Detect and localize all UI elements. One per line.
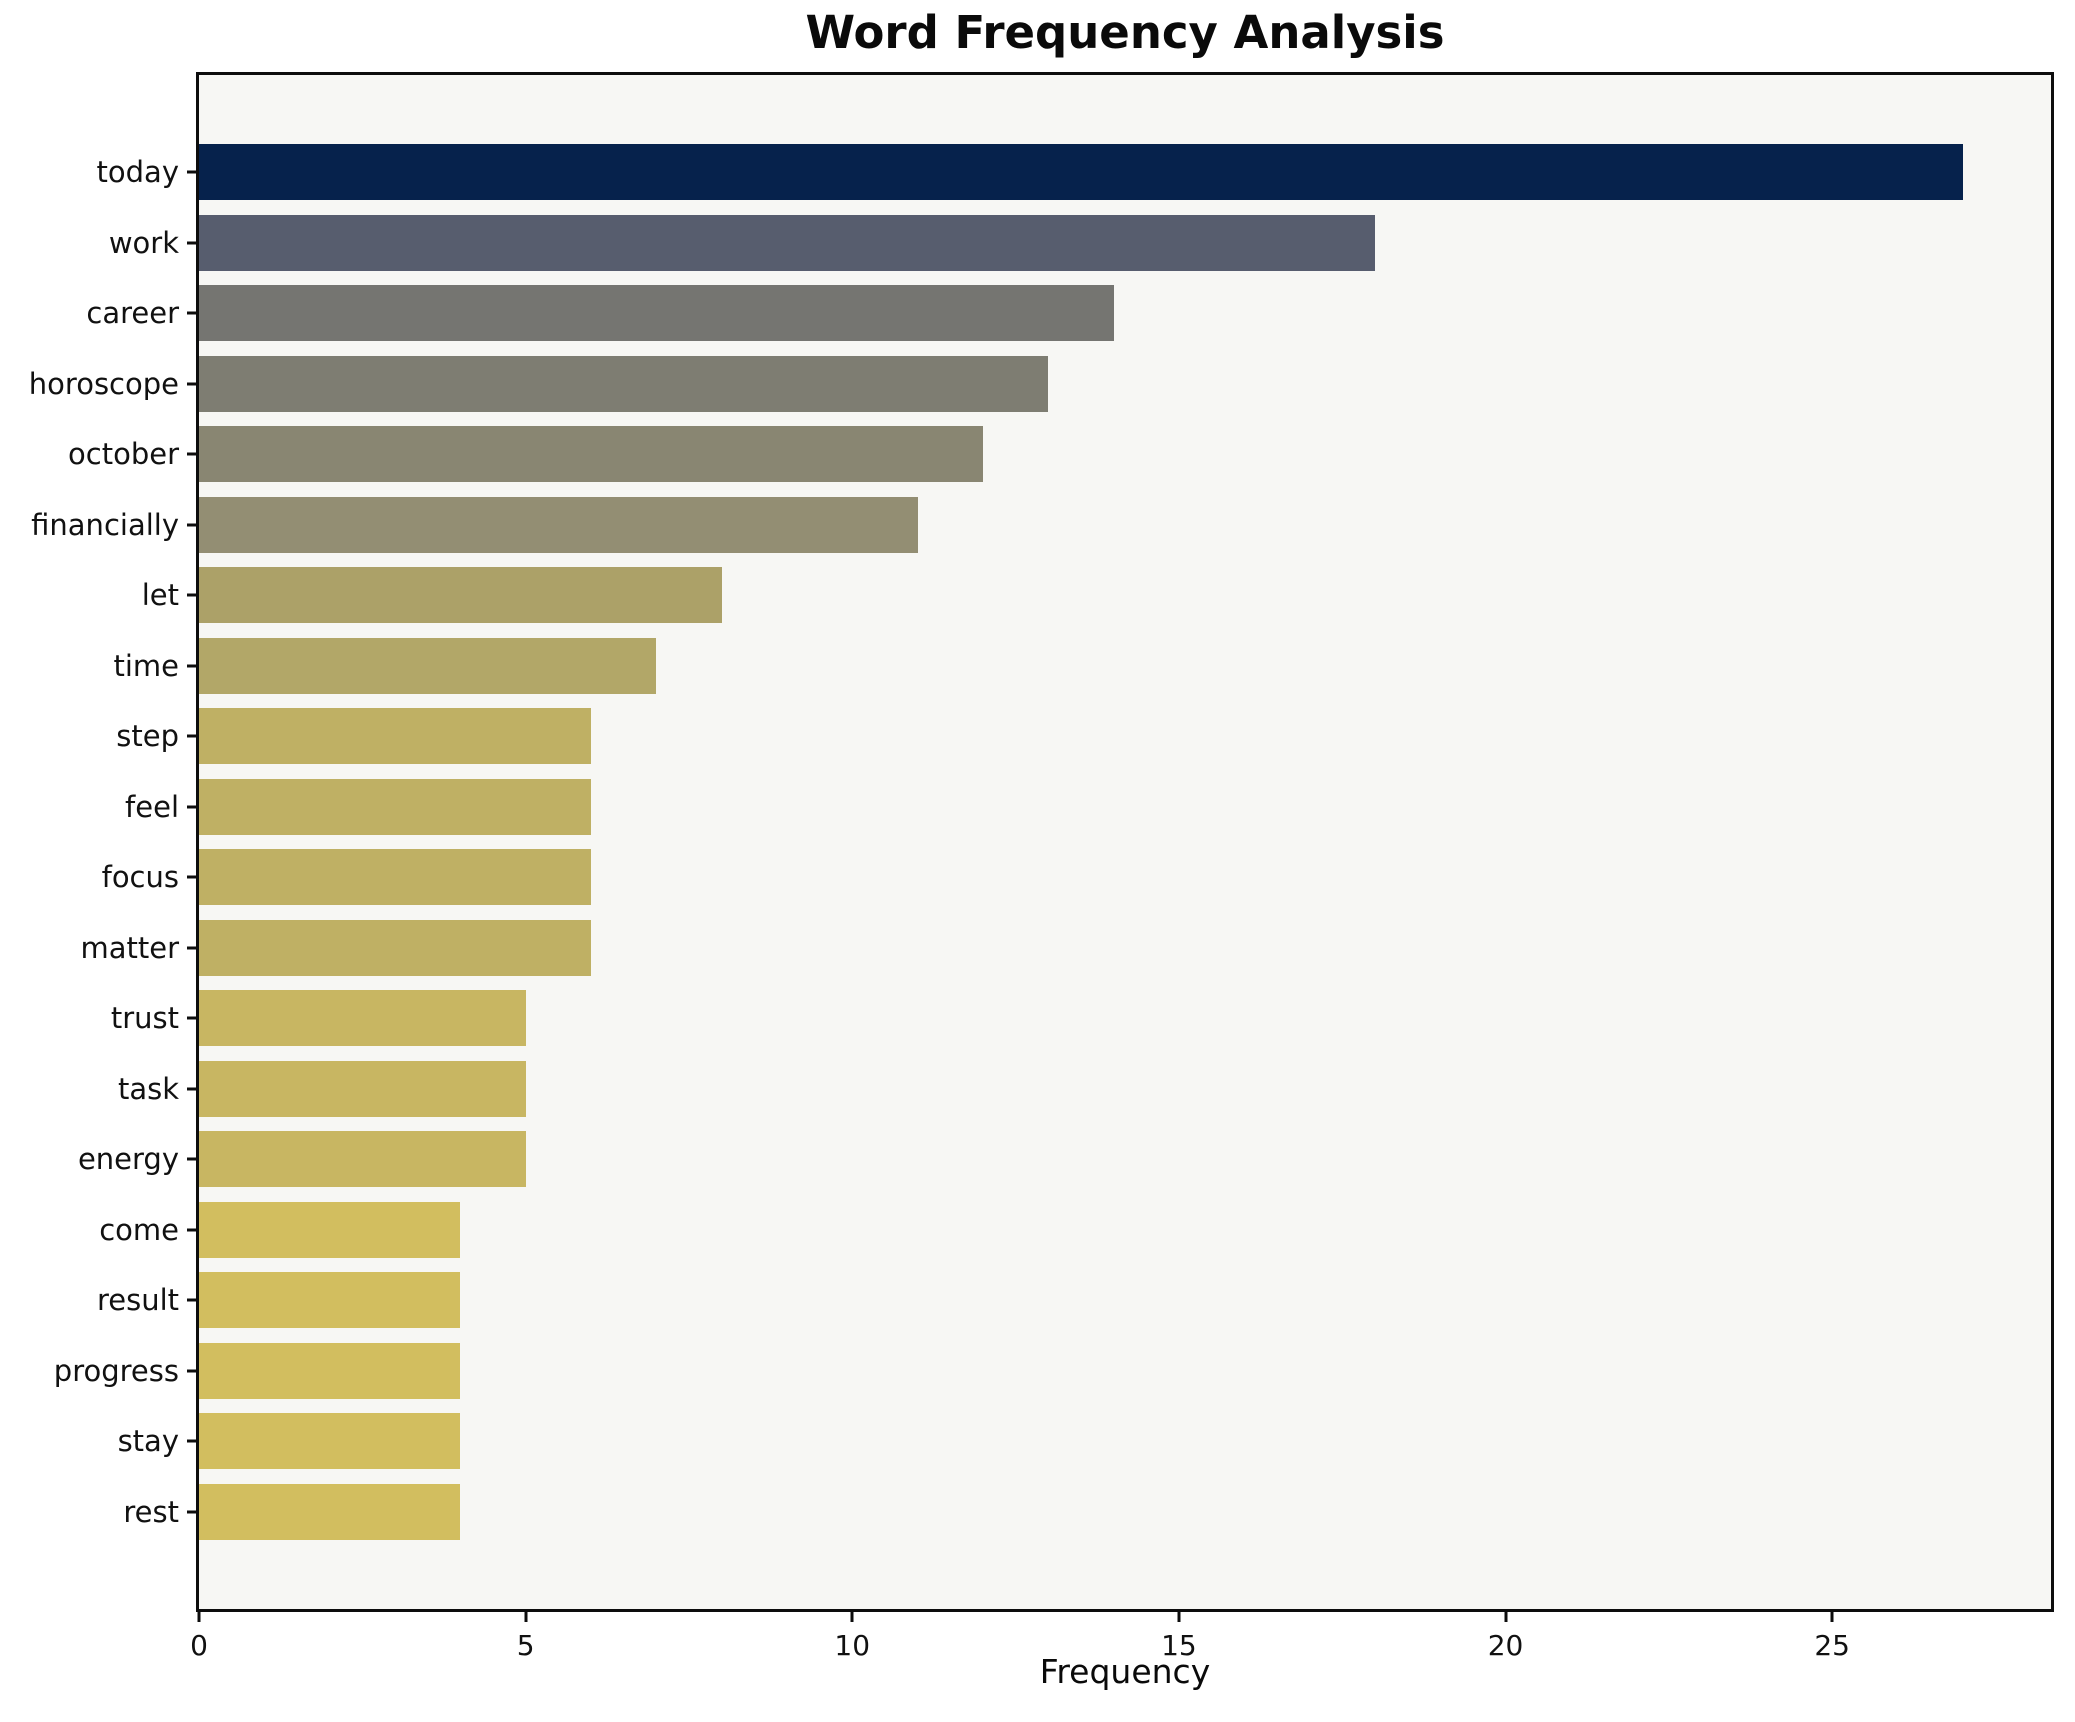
y-axis-label: trust <box>110 1001 179 1036</box>
bar-come <box>199 1201 461 1258</box>
y-axis-label: focus <box>101 860 179 895</box>
y-axis-label: energy <box>77 1142 179 1177</box>
y-axis-tick <box>187 593 198 597</box>
x-axis-tick <box>197 1609 201 1622</box>
bar-row: work <box>109 214 2051 271</box>
y-axis-label: result <box>96 1283 179 1318</box>
bar-career <box>199 285 1114 342</box>
y-axis-label: career <box>86 296 179 331</box>
y-axis-label: let <box>141 578 179 613</box>
bar-step <box>199 708 591 765</box>
y-axis-label: progress <box>53 1353 179 1388</box>
y-axis-label: step <box>116 719 179 754</box>
bar-progress <box>199 1342 461 1399</box>
bar-row: financially <box>31 496 2051 553</box>
x-axis-label: Frequency <box>1039 1652 1211 1691</box>
y-axis-label: matter <box>80 930 179 965</box>
x-tick-label: 25 <box>1814 1629 1850 1662</box>
bar-result <box>199 1272 461 1329</box>
y-axis-label: horoscope <box>28 366 179 401</box>
bar-row: energy <box>78 1131 2051 1188</box>
y-axis-tick <box>187 1298 198 1302</box>
bars-area: today work career horoscope october financial… <box>29 144 2051 1540</box>
bar-today <box>199 144 1963 200</box>
bar-october <box>199 426 983 483</box>
bar-row: focus <box>102 849 2051 906</box>
y-axis-tick <box>187 805 198 809</box>
bar-financially <box>199 496 918 553</box>
x-tick-label: 0 <box>190 1629 208 1662</box>
y-axis-tick <box>187 1439 198 1443</box>
y-axis-tick <box>187 241 198 245</box>
y-axis-label: time <box>113 648 179 683</box>
y-axis-label: rest <box>123 1494 179 1529</box>
x-axis-tick <box>1177 1609 1181 1622</box>
bar-row: horoscope <box>29 355 2051 412</box>
y-axis-tick <box>187 1087 198 1091</box>
bar-row: matter <box>80 919 2051 976</box>
y-axis-label: work <box>108 225 179 260</box>
bar-row: task <box>118 1060 2051 1117</box>
y-axis-label: stay <box>117 1424 179 1459</box>
bar-rest <box>199 1483 461 1540</box>
x-tick-label: 15 <box>1161 1629 1197 1662</box>
bar-work <box>199 214 1375 271</box>
y-axis-tick <box>187 311 198 315</box>
bar-row: come <box>99 1201 2051 1258</box>
y-axis-tick <box>187 664 198 668</box>
bar-row: progress <box>54 1342 2051 1399</box>
x-tick-label: 5 <box>516 1629 535 1662</box>
y-axis-tick <box>187 875 198 879</box>
bar-horoscope <box>199 355 1049 412</box>
bar-let <box>199 567 722 624</box>
x-tick-label: 10 <box>834 1629 871 1662</box>
x-axis-tick <box>524 1609 528 1622</box>
y-axis-tick <box>187 1228 198 1232</box>
bar-time <box>199 637 657 694</box>
bar-row: stay <box>118 1413 2051 1470</box>
bar-row: result <box>97 1272 2051 1329</box>
bar-row: career <box>86 285 2051 342</box>
bar-row: let <box>142 567 2051 624</box>
chart-title: Word Frequency Analysis <box>805 6 1445 59</box>
y-axis-tick <box>187 946 198 950</box>
y-axis-tick <box>187 1157 198 1161</box>
y-axis-tick <box>187 1369 198 1373</box>
bar-feel <box>199 778 591 835</box>
y-axis-tick <box>187 1016 198 1020</box>
y-axis-label: october <box>68 437 179 472</box>
bar-row: step <box>116 708 2051 765</box>
bar-stay <box>199 1413 461 1470</box>
y-axis-tick <box>187 382 198 386</box>
x-axis: 0 5 10 15 20 25 <box>190 1609 2051 1699</box>
y-axis-tick <box>187 452 198 456</box>
bar-row: october <box>68 426 2051 483</box>
x-axis-tick <box>850 1609 854 1622</box>
y-axis-tick <box>187 523 198 527</box>
y-axis-tick <box>187 734 198 738</box>
bar-row: trust <box>111 990 2051 1047</box>
y-axis-label: financially <box>31 507 179 542</box>
bar-matter <box>199 919 591 976</box>
x-axis-tick <box>1830 1609 1834 1622</box>
bar-row: rest <box>123 1483 2051 1540</box>
y-axis-label: come <box>99 1212 179 1247</box>
bar-row: feel <box>125 778 2051 835</box>
bar-trust <box>199 990 526 1047</box>
bar-focus <box>199 849 591 906</box>
bar-row: today <box>97 144 2051 200</box>
y-axis-tick <box>187 170 198 174</box>
y-axis-label: today <box>96 155 179 189</box>
y-axis-label: feel <box>125 789 179 824</box>
bar-task <box>199 1060 526 1117</box>
plot-area: today work career horoscope october financial… <box>29 72 2054 1662</box>
y-axis-tick <box>187 1510 198 1514</box>
bar-energy <box>199 1131 526 1188</box>
x-tick-label: 20 <box>1487 1629 1524 1662</box>
y-axis-label: task <box>117 1071 179 1106</box>
bar-row: time <box>113 637 2051 694</box>
x-axis-tick <box>1504 1609 1508 1622</box>
